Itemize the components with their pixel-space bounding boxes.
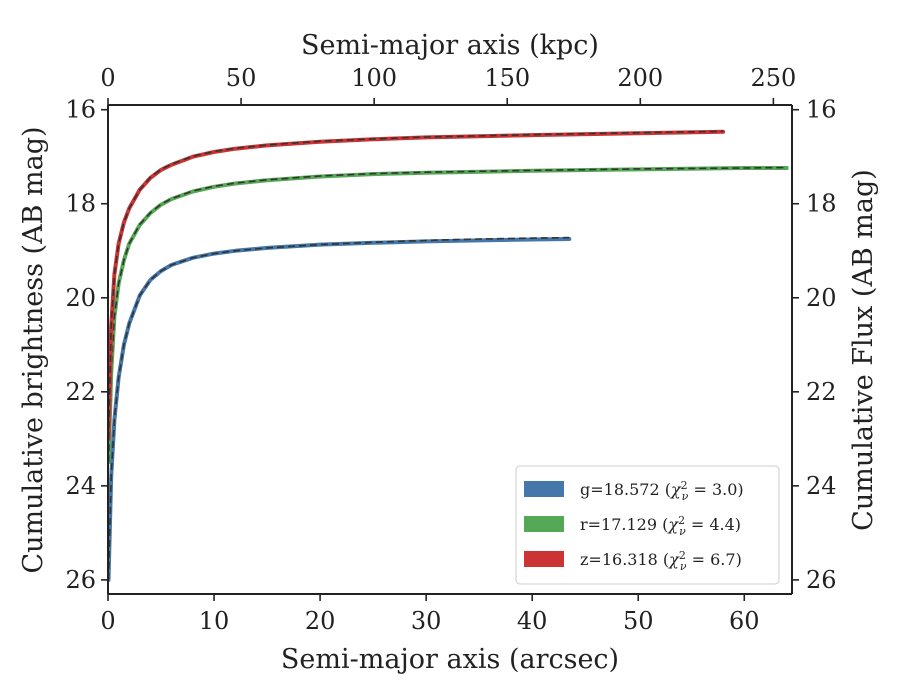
x-top-tick-label: 250 bbox=[750, 64, 796, 92]
y-right-tick-label: 18 bbox=[806, 190, 837, 218]
legend: g=18.572 (χ2 ν = 3.0) r=17.129 (χ2 ν = 4.4)… bbox=[515, 465, 780, 585]
x-tick-label: 0 bbox=[100, 607, 115, 635]
legend-label: g=18.572 (χ2 ν = 3.0) bbox=[580, 479, 744, 503]
y-axis-title: Cumulative brightness (AB mag) bbox=[18, 126, 49, 573]
series-line-r bbox=[108, 166, 789, 465]
legend-label: z=16.318 (χ2 ν = 6.7) bbox=[580, 549, 742, 573]
y-right-tick-label: 22 bbox=[806, 378, 837, 406]
axes: 0 10 20 30 40 50 60 0 50 100 150 200 250 16 16 18 18 20 20… bbox=[65, 64, 836, 635]
y-tick-label: 22 bbox=[65, 378, 96, 406]
x-tick-label: 20 bbox=[305, 607, 336, 635]
y-tick-label: 16 bbox=[65, 96, 96, 124]
x-tick-label: 30 bbox=[411, 607, 442, 635]
legend-box bbox=[515, 465, 780, 585]
series-line-z bbox=[108, 129, 726, 441]
y-right-tick-label: 26 bbox=[806, 566, 837, 594]
model-line-z bbox=[108, 130, 724, 439]
y-right-tick-label: 16 bbox=[806, 96, 837, 124]
y-right-tick-label: 24 bbox=[806, 472, 837, 500]
x-tick-label: 10 bbox=[199, 607, 230, 635]
y-right-tick-label: 20 bbox=[806, 284, 837, 312]
y-tick-label: 24 bbox=[65, 472, 96, 500]
x-tick-label: 60 bbox=[729, 607, 760, 635]
legend-swatch bbox=[524, 551, 564, 567]
y-tick-label: 26 bbox=[65, 566, 96, 594]
series-line-g bbox=[108, 237, 572, 582]
model-line-g bbox=[108, 236, 570, 580]
x-top-tick-label: 50 bbox=[226, 64, 257, 92]
y-right-axis-title: Cumulative Flux (AB mag) bbox=[848, 169, 879, 531]
y-tick-label: 18 bbox=[65, 190, 96, 218]
x-tick-label: 40 bbox=[517, 607, 548, 635]
x-top-tick-label: 100 bbox=[351, 64, 397, 92]
legend-swatch bbox=[524, 516, 564, 532]
plot-area bbox=[108, 129, 789, 582]
x-top-tick-label: 200 bbox=[617, 64, 663, 92]
model-line-r bbox=[108, 166, 787, 463]
x-top-axis-title: Semi-major axis (kpc) bbox=[301, 30, 599, 61]
legend-label: r=17.129 (χ2 ν = 4.4) bbox=[580, 514, 741, 538]
x-tick-label: 50 bbox=[623, 607, 654, 635]
x-axis-title: Semi-major axis (arcsec) bbox=[281, 644, 619, 675]
x-top-tick-label: 150 bbox=[484, 64, 530, 92]
y-tick-label: 20 bbox=[65, 284, 96, 312]
legend-swatch bbox=[524, 481, 564, 497]
x-top-tick-label: 0 bbox=[100, 64, 115, 92]
